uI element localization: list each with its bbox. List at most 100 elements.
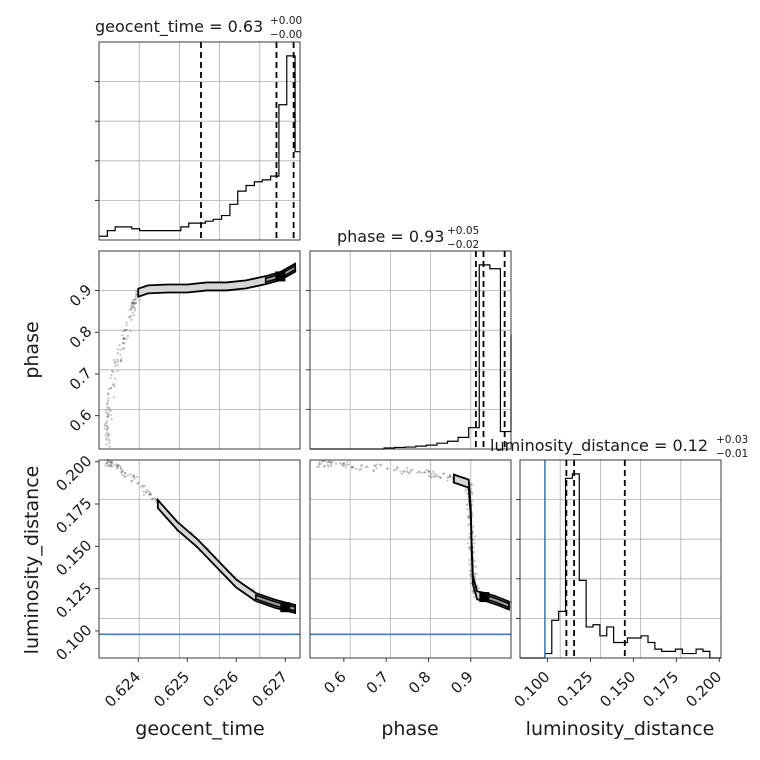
sample-point — [107, 438, 110, 441]
sample-point — [416, 471, 419, 474]
sample-point — [124, 329, 127, 332]
sample-point — [432, 470, 435, 473]
sample-point — [141, 486, 144, 489]
sample-point — [432, 475, 435, 478]
sample-point — [132, 314, 135, 317]
sample-point — [136, 475, 139, 479]
sample-point — [470, 491, 474, 494]
sample-point — [112, 396, 115, 399]
sample-point — [473, 560, 476, 563]
sample-point — [122, 337, 126, 340]
panel-phase-vs-geocent-time-frame — [98, 250, 301, 450]
sample-point — [470, 499, 474, 503]
x-tick-label: 0.7 — [363, 668, 393, 698]
sample-point — [115, 465, 118, 468]
sample-point — [433, 472, 436, 475]
sample-point — [329, 460, 332, 464]
sample-point — [428, 471, 431, 474]
sample-point — [120, 470, 124, 473]
sample-point — [346, 460, 349, 464]
sample-point — [106, 427, 109, 431]
sample-point — [135, 293, 138, 296]
sample-point — [105, 436, 108, 439]
sample-point — [366, 465, 369, 468]
title-luminosity-distance-plus: +0.03 — [716, 434, 748, 446]
sample-point — [110, 465, 114, 468]
sample-point — [424, 471, 427, 474]
svg-text:phase = 0.93: phase = 0.93 — [337, 227, 444, 246]
title-geocent-time: geocent_time = 0.63 +0.00 −0.00 — [95, 15, 302, 41]
sample-point — [364, 466, 367, 469]
sample-point — [318, 463, 321, 466]
sample-point — [467, 524, 470, 527]
sample-point — [110, 463, 113, 466]
sample-point — [396, 467, 399, 470]
sample-point — [372, 469, 376, 472]
sample-point — [106, 415, 109, 418]
sample-point — [106, 412, 109, 415]
panel-phase-hist-frame — [309, 250, 512, 450]
sample-point — [122, 337, 126, 340]
sample-point — [123, 342, 126, 345]
density-peak — [479, 592, 490, 603]
sample-point — [380, 464, 383, 467]
sample-point — [418, 471, 422, 474]
sample-point — [406, 466, 409, 469]
sample-point — [110, 386, 113, 389]
sample-point — [121, 342, 124, 345]
sample-point — [386, 467, 389, 470]
sample-point — [142, 490, 145, 493]
sample-point — [103, 427, 106, 430]
sample-point — [151, 497, 154, 500]
sample-point — [329, 463, 332, 466]
sample-point — [406, 471, 409, 474]
sample-point — [116, 348, 120, 351]
sample-point — [133, 298, 136, 301]
sample-point — [134, 302, 137, 305]
sample-point — [105, 461, 109, 465]
sample-point — [109, 413, 112, 417]
sample-point — [109, 409, 113, 412]
sample-point — [471, 493, 474, 496]
sample-point — [130, 479, 134, 483]
sample-point — [471, 590, 475, 593]
sample-point — [134, 301, 137, 305]
sample-point — [334, 462, 338, 465]
x-tick-label: 0.175 — [639, 668, 682, 711]
sample-point — [105, 438, 108, 441]
sample-point — [125, 321, 128, 324]
sample-point — [423, 471, 426, 474]
contour-outer — [452, 473, 510, 611]
sample-point — [131, 304, 134, 307]
y-tick-label: 0.175 — [52, 494, 95, 537]
panel-geocent-time-hist-frame — [98, 41, 301, 241]
sample-point — [395, 465, 398, 469]
sample-point — [148, 493, 151, 496]
sample-point — [321, 460, 324, 463]
sample-point — [443, 472, 446, 475]
title-phase-minus: −0.02 — [447, 239, 479, 251]
panel-luminosity-distance-hist-frame — [519, 459, 722, 659]
ylabel-luminosity-distance: luminosity_distance — [21, 466, 43, 655]
x-tick-label: 0.6 — [320, 668, 350, 698]
title-geocent-time-plus: +0.00 — [270, 15, 302, 27]
sample-point — [467, 517, 470, 520]
sample-point — [107, 432, 110, 435]
sample-point — [469, 582, 473, 585]
sample-point — [103, 424, 107, 427]
sample-point — [468, 547, 471, 550]
sample-point — [125, 337, 128, 340]
sample-point — [392, 469, 396, 472]
sample-point — [128, 308, 131, 312]
sample-point — [386, 467, 389, 470]
svg-text:luminosity_distance = 0.12: luminosity_distance = 0.12 — [490, 436, 708, 456]
y-tick-label: 0.6 — [66, 406, 96, 436]
sample-point — [342, 464, 346, 467]
sample-point — [148, 490, 151, 493]
sample-point — [107, 464, 110, 467]
sample-point — [109, 461, 113, 465]
sample-point — [148, 492, 151, 495]
sample-point — [132, 302, 136, 305]
sample-point — [123, 337, 126, 340]
sample-point — [126, 328, 129, 331]
